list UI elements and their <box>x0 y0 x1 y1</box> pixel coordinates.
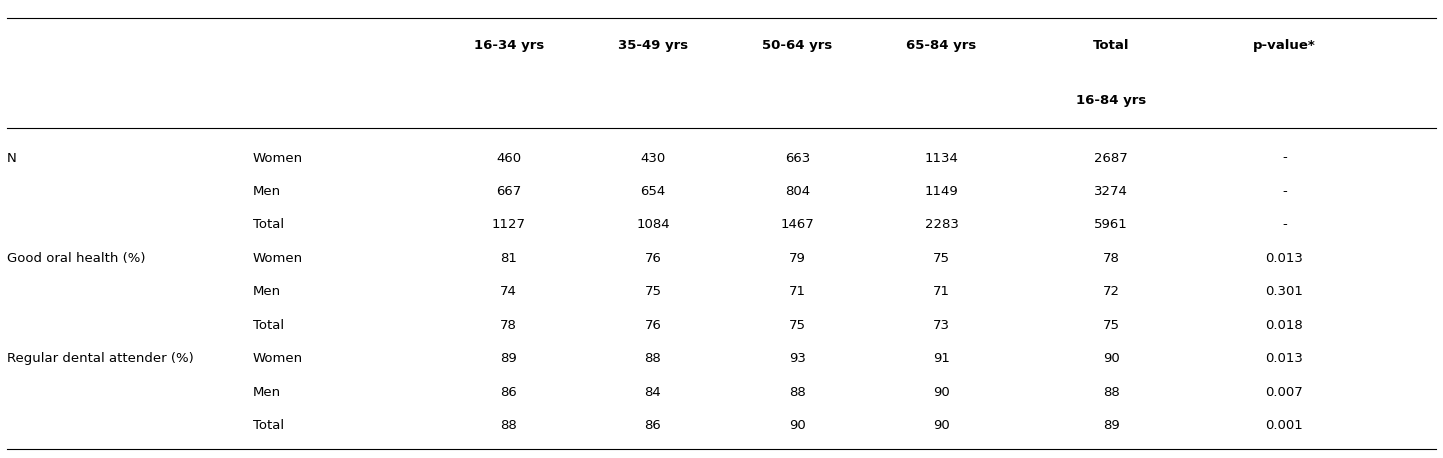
Text: Good oral health (%): Good oral health (%) <box>7 252 146 265</box>
Text: 88: 88 <box>645 352 661 365</box>
Text: 16-84 yrs: 16-84 yrs <box>1076 94 1146 107</box>
Text: 79: 79 <box>789 252 805 265</box>
Text: 3274: 3274 <box>1094 185 1128 198</box>
Text: 73: 73 <box>934 319 949 332</box>
Text: 72: 72 <box>1102 285 1120 298</box>
Text: 0.013: 0.013 <box>1266 352 1303 365</box>
Text: 0.013: 0.013 <box>1266 252 1303 265</box>
Text: 430: 430 <box>641 152 665 164</box>
Text: 88: 88 <box>789 386 805 398</box>
Text: Men: Men <box>253 185 280 198</box>
Text: 89: 89 <box>501 352 517 365</box>
Text: Men: Men <box>253 386 280 398</box>
Text: Total: Total <box>253 218 284 231</box>
Text: 91: 91 <box>934 352 949 365</box>
Text: Total: Total <box>253 419 284 432</box>
Text: 5961: 5961 <box>1094 218 1128 231</box>
Text: 78: 78 <box>501 319 517 332</box>
Text: N: N <box>7 152 17 164</box>
Text: Women: Women <box>253 152 303 164</box>
Text: 76: 76 <box>645 252 661 265</box>
Text: Men: Men <box>253 285 280 298</box>
Text: 90: 90 <box>1102 352 1120 365</box>
Text: 86: 86 <box>501 386 517 398</box>
Text: 89: 89 <box>1102 419 1120 432</box>
Text: 1127: 1127 <box>492 218 525 231</box>
Text: 78: 78 <box>1102 252 1120 265</box>
Text: 0.018: 0.018 <box>1266 319 1303 332</box>
Text: 1467: 1467 <box>781 218 814 231</box>
Text: 663: 663 <box>785 152 810 164</box>
Text: Regular dental attender (%): Regular dental attender (%) <box>7 352 193 365</box>
Text: 2283: 2283 <box>925 218 958 231</box>
Text: Women: Women <box>253 352 303 365</box>
Text: 88: 88 <box>501 419 517 432</box>
Text: 0.007: 0.007 <box>1266 386 1303 398</box>
Text: 84: 84 <box>645 386 661 398</box>
Text: 804: 804 <box>785 185 810 198</box>
Text: 93: 93 <box>789 352 805 365</box>
Text: 0.001: 0.001 <box>1266 419 1303 432</box>
Text: -: - <box>1281 185 1287 198</box>
Text: Total: Total <box>1092 39 1130 52</box>
Text: 74: 74 <box>501 285 517 298</box>
Text: 71: 71 <box>934 285 949 298</box>
Text: 86: 86 <box>645 419 661 432</box>
Text: 90: 90 <box>934 386 949 398</box>
Text: p-value*: p-value* <box>1253 39 1316 52</box>
Text: 2687: 2687 <box>1094 152 1128 164</box>
Text: 460: 460 <box>496 152 521 164</box>
Text: 1149: 1149 <box>925 185 958 198</box>
Text: 75: 75 <box>789 319 805 332</box>
Text: 65-84 yrs: 65-84 yrs <box>906 39 977 52</box>
Text: -: - <box>1281 152 1287 164</box>
Text: 35-49 yrs: 35-49 yrs <box>618 39 688 52</box>
Text: 88: 88 <box>1102 386 1120 398</box>
Text: 76: 76 <box>645 319 661 332</box>
Text: 1134: 1134 <box>925 152 958 164</box>
Text: 50-64 yrs: 50-64 yrs <box>762 39 833 52</box>
Text: 16-34 yrs: 16-34 yrs <box>473 39 544 52</box>
Text: 75: 75 <box>934 252 949 265</box>
Text: 71: 71 <box>789 285 805 298</box>
Text: 75: 75 <box>645 285 661 298</box>
Text: 0.301: 0.301 <box>1266 285 1303 298</box>
Text: 667: 667 <box>496 185 521 198</box>
Text: 75: 75 <box>1102 319 1120 332</box>
Text: 1084: 1084 <box>636 218 670 231</box>
Text: -: - <box>1281 218 1287 231</box>
Text: 90: 90 <box>789 419 805 432</box>
Text: 90: 90 <box>934 419 949 432</box>
Text: Total: Total <box>253 319 284 332</box>
Text: Women: Women <box>253 252 303 265</box>
Text: 81: 81 <box>501 252 517 265</box>
Text: 654: 654 <box>641 185 665 198</box>
